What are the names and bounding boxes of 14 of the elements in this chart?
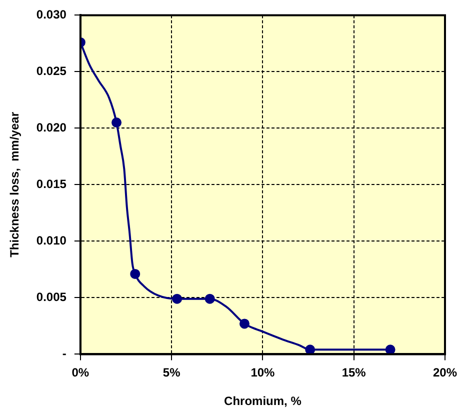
y-tick-label: 0.030	[36, 8, 67, 22]
x-tick-label: 5%	[162, 366, 181, 380]
x-tick-label: 20%	[432, 366, 458, 380]
y-tick-label: 0.005	[36, 290, 67, 304]
x-tick-label: 0%	[72, 366, 90, 380]
y-tick-label: -	[62, 346, 66, 361]
x-tick-label: 15%	[342, 366, 366, 380]
y-tick-label: 0.025	[36, 64, 67, 78]
y-axis-title: Thickness loss, mm/year	[8, 112, 22, 258]
y-tick-label: 0.010	[36, 234, 67, 248]
x-axis-title: Chromium, %	[224, 394, 302, 408]
x-tick-label: 10%	[250, 366, 276, 380]
y-tick-label: 0.015	[36, 177, 67, 192]
y-tick-label: 0.020	[36, 120, 67, 135]
